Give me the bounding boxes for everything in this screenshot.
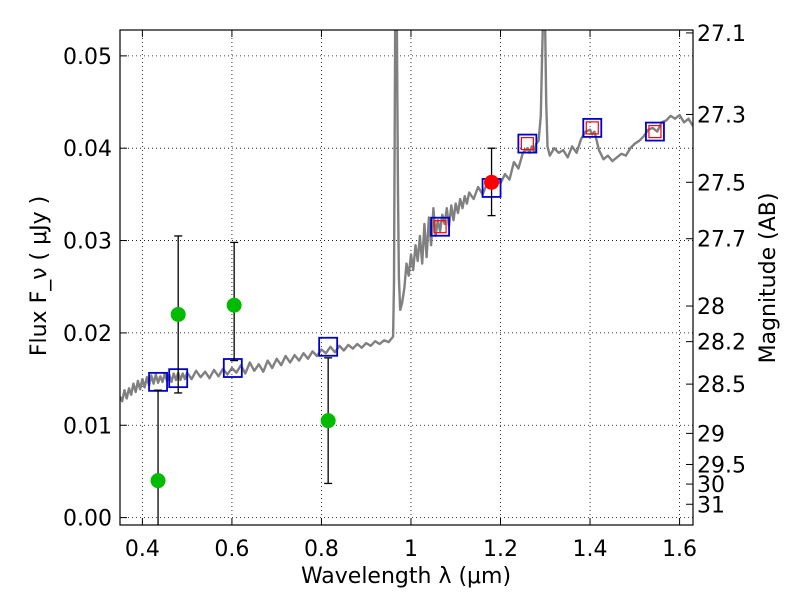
tick-labels: 0.4 0.6 0.8 1 1.2 1.4 1.6 0.00 0.01 0.02 0.03 0.04 0… bbox=[63, 22, 746, 562]
spectrum-line bbox=[120, 30, 693, 403]
right-tick-label: 28.5 bbox=[697, 373, 746, 398]
right-tick-label: 31 bbox=[697, 493, 725, 518]
x-tick-label: 0.4 bbox=[125, 537, 160, 562]
x-tick-label: 1 bbox=[404, 537, 418, 562]
y-tick-label: 0.04 bbox=[63, 137, 112, 162]
model-square bbox=[582, 117, 603, 138]
right-tick-label: 29.5 bbox=[697, 453, 746, 478]
model-square bbox=[430, 216, 450, 237]
right-tick-label: 27.7 bbox=[697, 228, 746, 253]
x-tick-label: 0.8 bbox=[304, 537, 339, 562]
y-tick-label: 0.03 bbox=[63, 230, 112, 255]
x-tick-label: 1.2 bbox=[483, 537, 518, 562]
right-tick-label: 27.3 bbox=[697, 103, 746, 128]
plot-area bbox=[120, 30, 693, 525]
model-square-inner bbox=[585, 121, 599, 135]
right-axis-label: Magnitude (AB) bbox=[756, 193, 781, 364]
photometry-point bbox=[170, 306, 186, 322]
model-square bbox=[645, 121, 665, 142]
right-tick-label: 29 bbox=[697, 422, 725, 447]
ticks bbox=[120, 30, 693, 525]
y-axis-label: Flux F_ν ( μJy ) bbox=[27, 196, 52, 356]
model-square bbox=[318, 336, 339, 357]
photometry-point bbox=[226, 297, 242, 313]
y-tick-label: 0.00 bbox=[63, 507, 112, 532]
model-square bbox=[517, 133, 538, 154]
x-tick-label: 1.4 bbox=[573, 537, 608, 562]
grid bbox=[120, 30, 693, 525]
photometry-point bbox=[320, 413, 336, 429]
y-tick-label: 0.01 bbox=[63, 414, 112, 439]
x-axis-label: Wavelength λ (μm) bbox=[301, 564, 511, 589]
y-tick-label: 0.02 bbox=[63, 322, 112, 347]
right-tick-label: 27.5 bbox=[697, 171, 746, 196]
axes-frame bbox=[119, 29, 694, 526]
right-tick-label: 30 bbox=[697, 473, 725, 498]
photometry-point bbox=[150, 473, 166, 489]
x-tick-label: 1.6 bbox=[662, 537, 697, 562]
model-square bbox=[222, 358, 243, 378]
model-square-inner bbox=[648, 124, 662, 139]
detection-point bbox=[484, 174, 500, 190]
model-square-inner bbox=[520, 136, 534, 151]
right-tick-label: 28 bbox=[697, 295, 725, 320]
right-tick-label: 28.2 bbox=[697, 331, 746, 356]
model-square-inner bbox=[433, 220, 447, 234]
right-tick-label: 27.1 bbox=[697, 22, 746, 47]
x-tick-label: 0.6 bbox=[214, 537, 249, 562]
y-tick-label: 0.05 bbox=[63, 45, 112, 70]
